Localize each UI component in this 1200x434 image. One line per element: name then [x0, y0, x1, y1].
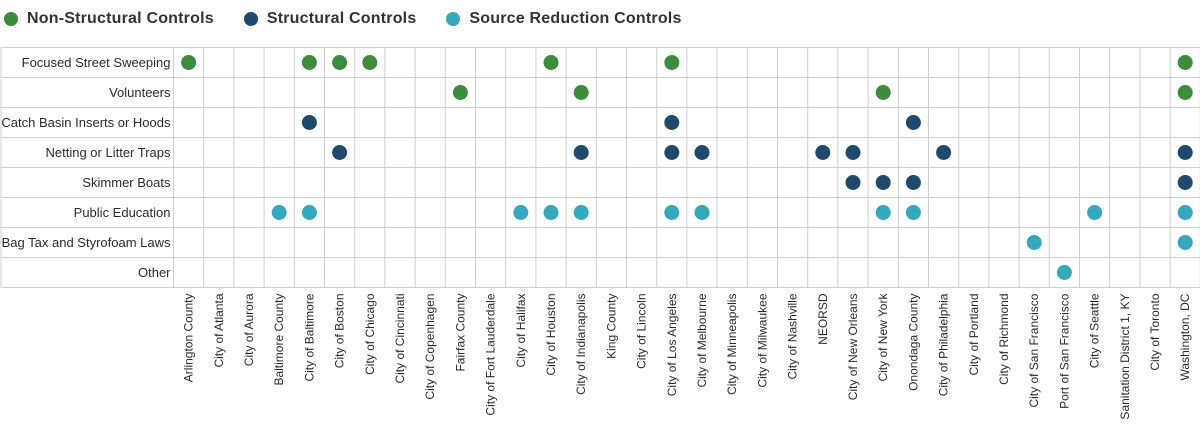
dot-public-education-city-of-los-angeles: [664, 205, 680, 220]
dot-volunteers-city-of-new-york: [875, 85, 891, 100]
dot-netting-or-litter-traps-city-of-melbourne: [694, 145, 710, 160]
legend-item-non-structural: Non-Structural Controls: [4, 10, 214, 28]
dot-volunteers-washington-dc: [1177, 85, 1193, 100]
row-label-other: Other: [138, 265, 171, 280]
column-label-fairfax-county: Fairfax County: [453, 294, 467, 372]
legend-label-source-reduction: Source Reduction Controls: [469, 10, 682, 27]
column-label-city-of-cincinnati: City of Cincinnati: [393, 294, 407, 384]
column-label-city-of-boston: City of Boston: [333, 294, 347, 369]
row-label-catch-basin-inserts-or-hoods: Catch Basin Inserts or Hoods: [1, 115, 171, 130]
dot-focused-street-sweeping-city-of-chicago: [362, 55, 378, 70]
column-label-neorsd: NEORSD: [816, 293, 830, 345]
dot-focused-street-sweeping-city-of-boston: [332, 55, 348, 70]
column-label-onondaga-county: Onondaga County: [906, 294, 920, 391]
row-labels: Focused Street Sweeping Volunteers Catch B…: [1, 55, 171, 280]
dot-catch-basin-inserts-or-hoods-city-of-los-angeles: [664, 115, 680, 130]
dot-volunteers-city-of-indianapolis: [573, 85, 589, 100]
column-label-city-of-atlanta: City of Atlanta: [212, 293, 226, 367]
dot-netting-or-litter-traps-city-of-boston: [332, 145, 348, 160]
dot-netting-or-litter-traps-washington-dc: [1177, 145, 1193, 160]
dot-skimmer-boats-city-of-new-york: [875, 175, 891, 190]
column-label-city-of-seattle: City of Seattle: [1088, 293, 1102, 368]
dot-focused-street-sweeping-city-of-baltimore: [301, 55, 317, 70]
column-label-city-of-portland: City of Portland: [967, 294, 981, 376]
legend-label-structural: Structural Controls: [266, 10, 417, 27]
legend-swatch-non-structural: [4, 12, 18, 26]
column-label-city-of-aurora: City of Aurora: [242, 293, 256, 366]
column-label-king-county: King County: [604, 294, 618, 359]
dot-other-port-of-san-francisco: [1056, 265, 1072, 280]
dot-netting-or-litter-traps-city-of-indianapolis: [573, 145, 589, 160]
dot-focused-street-sweeping-arlington-county: [181, 55, 197, 70]
dot-public-education-baltimore-county: [271, 205, 287, 220]
dot-public-education-city-of-melbourne: [694, 205, 710, 220]
dot-focused-street-sweeping-washington-dc: [1177, 55, 1193, 70]
dot-public-education-city-of-halifax: [513, 205, 529, 220]
column-label-city-of-chicago: City of Chicago: [363, 293, 377, 375]
legend-item-structural: Structural Controls: [243, 10, 417, 28]
row-label-netting-or-litter-traps: Netting or Litter Traps: [46, 145, 171, 160]
dot-public-education-city-of-indianapolis: [573, 205, 589, 220]
column-label-city-of-los-angeles: City of Los Angeles: [665, 294, 679, 397]
column-label-city-of-new-york: City of New York: [876, 293, 890, 382]
dot-volunteers-fairfax-county: [452, 85, 468, 100]
grid-lines: [0, 47, 1200, 288]
legend-label-non-structural: Non-Structural Controls: [27, 10, 214, 27]
column-label-city-of-san-francisco: City of San Francisco: [1027, 293, 1041, 407]
column-label-city-of-copenhagen: City of Copenhagen: [423, 294, 437, 400]
dot-skimmer-boats-city-of-new-orleans: [845, 175, 861, 190]
chart-legend: Non-Structural Controls Structural Contr…: [0, 6, 712, 32]
column-label-city-of-indianapolis: City of Indianapolis: [574, 294, 588, 395]
legend-swatch-source-reduction: [446, 12, 461, 26]
column-label-city-of-fort-lauderdale: City of Fort Lauderdale: [484, 293, 498, 415]
column-label-city-of-new-orleans: City of New Orleans: [846, 294, 860, 401]
dot-public-education-city-of-baltimore: [301, 205, 317, 220]
column-label-city-of-toronto: City of Toronto: [1148, 293, 1162, 370]
dot-skimmer-boats-washington-dc: [1177, 175, 1193, 190]
column-label-port-of-san-francisco: Port of San Francisco: [1057, 293, 1071, 409]
column-label-city-of-nashville: City of Nashville: [786, 293, 800, 379]
row-label-bag-tax-and-styrofoam-laws: Bag Tax and Styrofoam Laws: [2, 235, 171, 250]
dot-public-education-onondaga-county: [905, 205, 921, 220]
column-label-city-of-minneapolis: City of Minneapolis: [725, 294, 739, 395]
legend-swatch-structural: [243, 12, 258, 26]
dot-netting-or-litter-traps-city-of-los-angeles: [664, 145, 680, 160]
row-label-public-education: Public Education: [74, 205, 171, 220]
dot-catch-basin-inserts-or-hoods-onondaga-county: [905, 115, 921, 130]
dot-bag-tax-and-styrofoam-laws-city-of-san-francisco: [1026, 235, 1042, 250]
column-label-sanitation-district-1-ky: Sanitation District 1, KY: [1118, 294, 1132, 420]
dot-skimmer-boats-onondaga-county: [905, 175, 921, 190]
dot-public-education-city-of-new-york: [875, 205, 891, 220]
column-label-city-of-richmond: City of Richmond: [997, 294, 1011, 385]
data-dots: [181, 55, 1193, 280]
column-label-city-of-baltimore: City of Baltimore: [302, 293, 316, 381]
column-label-city-of-halifax: City of Halifax: [514, 294, 528, 368]
dot-public-education-city-of-seattle: [1087, 205, 1103, 220]
legend-item-source-reduction: Source Reduction Controls: [446, 10, 681, 28]
column-label-city-of-lincoln: City of Lincoln: [635, 294, 649, 369]
column-labels: Arlington County City of Atlanta City of A…: [182, 293, 1193, 420]
dot-public-education-city-of-houston: [543, 205, 559, 220]
column-label-city-of-melbourne: City of Melbourne: [695, 293, 709, 387]
dot-netting-or-litter-traps-city-of-philadelphia: [936, 145, 952, 160]
dot-focused-street-sweeping-city-of-houston: [543, 55, 559, 70]
column-label-city-of-houston: City of Houston: [544, 294, 558, 376]
column-label-arlington-county: Arlington County: [182, 294, 196, 383]
dot-bag-tax-and-styrofoam-laws-washington-dc: [1177, 235, 1193, 250]
column-label-washington-dc: Washington, DC: [1178, 293, 1192, 380]
column-label-city-of-milwaukee: City of Milwaukee: [755, 293, 769, 387]
row-label-focused-street-sweeping: Focused Street Sweeping: [22, 55, 171, 70]
row-label-skimmer-boats: Skimmer Boats: [82, 175, 171, 190]
row-label-volunteers: Volunteers: [109, 85, 171, 100]
column-label-city-of-philadelphia: City of Philadelphia: [937, 293, 951, 396]
dot-focused-street-sweeping-city-of-los-angeles: [664, 55, 680, 70]
dot-netting-or-litter-traps-neorsd: [815, 145, 831, 160]
dot-catch-basin-inserts-or-hoods-city-of-baltimore: [301, 115, 317, 130]
column-label-baltimore-county: Baltimore County: [272, 294, 286, 386]
dot-netting-or-litter-traps-city-of-new-orleans: [845, 145, 861, 160]
dot-public-education-washington-dc: [1177, 205, 1193, 220]
